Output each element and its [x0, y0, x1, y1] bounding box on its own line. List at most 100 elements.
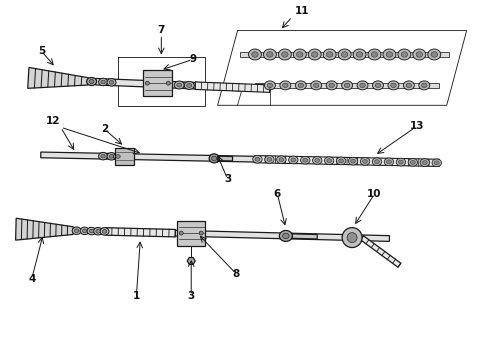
Ellipse shape	[342, 81, 353, 90]
Ellipse shape	[303, 158, 308, 162]
Ellipse shape	[300, 156, 310, 164]
Text: 5: 5	[38, 46, 46, 57]
Ellipse shape	[375, 83, 381, 87]
Ellipse shape	[372, 81, 384, 90]
Circle shape	[179, 231, 183, 235]
Ellipse shape	[209, 154, 219, 163]
Ellipse shape	[74, 229, 79, 233]
Ellipse shape	[339, 159, 343, 163]
Ellipse shape	[398, 160, 403, 164]
Polygon shape	[16, 218, 74, 240]
Polygon shape	[255, 156, 440, 166]
Circle shape	[347, 233, 357, 243]
Circle shape	[146, 81, 149, 85]
Ellipse shape	[384, 158, 393, 166]
Ellipse shape	[406, 83, 412, 87]
Text: 2: 2	[101, 124, 108, 134]
Text: 9: 9	[189, 54, 196, 64]
Ellipse shape	[428, 49, 441, 60]
Ellipse shape	[383, 49, 396, 60]
Ellipse shape	[96, 229, 100, 233]
Ellipse shape	[408, 158, 417, 166]
Ellipse shape	[102, 230, 107, 233]
Polygon shape	[219, 156, 233, 161]
Ellipse shape	[391, 83, 396, 87]
Ellipse shape	[313, 157, 322, 164]
Text: 7: 7	[158, 24, 165, 35]
Ellipse shape	[107, 153, 116, 160]
Ellipse shape	[348, 157, 358, 165]
Ellipse shape	[87, 77, 97, 86]
Ellipse shape	[308, 49, 321, 60]
Ellipse shape	[101, 80, 105, 84]
Ellipse shape	[279, 230, 293, 242]
Ellipse shape	[294, 49, 306, 60]
Ellipse shape	[187, 84, 192, 87]
Text: 4: 4	[28, 274, 35, 284]
Ellipse shape	[432, 159, 441, 167]
Ellipse shape	[422, 161, 427, 165]
Ellipse shape	[267, 158, 272, 161]
Ellipse shape	[344, 83, 350, 87]
Ellipse shape	[289, 156, 298, 164]
Ellipse shape	[248, 49, 262, 60]
Ellipse shape	[267, 83, 272, 87]
Circle shape	[166, 81, 171, 85]
Ellipse shape	[100, 228, 109, 235]
Ellipse shape	[421, 83, 427, 87]
Ellipse shape	[413, 49, 426, 60]
Text: 3: 3	[224, 174, 231, 184]
Ellipse shape	[212, 156, 217, 161]
Ellipse shape	[420, 159, 430, 166]
Ellipse shape	[311, 81, 322, 90]
Ellipse shape	[296, 52, 303, 57]
Ellipse shape	[283, 83, 288, 87]
Ellipse shape	[435, 161, 439, 165]
Ellipse shape	[265, 81, 275, 90]
Ellipse shape	[283, 233, 289, 239]
Text: 6: 6	[274, 189, 281, 199]
Ellipse shape	[295, 81, 306, 90]
Polygon shape	[292, 234, 318, 239]
Ellipse shape	[277, 156, 286, 163]
Ellipse shape	[109, 154, 114, 158]
Ellipse shape	[337, 157, 346, 165]
Ellipse shape	[388, 81, 399, 90]
Polygon shape	[105, 228, 175, 237]
Text: 11: 11	[295, 6, 310, 15]
Polygon shape	[255, 83, 439, 87]
Ellipse shape	[360, 83, 365, 87]
Polygon shape	[41, 152, 424, 166]
Polygon shape	[240, 52, 449, 57]
Polygon shape	[96, 228, 390, 242]
Ellipse shape	[184, 81, 194, 89]
Ellipse shape	[401, 52, 408, 57]
Ellipse shape	[89, 80, 94, 84]
Text: 8: 8	[232, 269, 240, 279]
Text: 10: 10	[367, 189, 382, 199]
Ellipse shape	[177, 83, 182, 87]
Ellipse shape	[323, 49, 336, 60]
Ellipse shape	[89, 229, 94, 233]
Ellipse shape	[371, 52, 378, 57]
Ellipse shape	[327, 159, 332, 163]
Ellipse shape	[94, 228, 102, 235]
Ellipse shape	[329, 83, 334, 87]
Ellipse shape	[98, 152, 107, 160]
Ellipse shape	[375, 160, 379, 163]
Text: 12: 12	[46, 116, 60, 126]
Ellipse shape	[282, 52, 288, 57]
Ellipse shape	[298, 83, 303, 87]
Ellipse shape	[372, 158, 382, 166]
Ellipse shape	[98, 78, 107, 86]
Ellipse shape	[252, 52, 258, 57]
Polygon shape	[361, 236, 401, 267]
Bar	[115, 148, 134, 165]
Ellipse shape	[80, 227, 89, 235]
Ellipse shape	[72, 227, 81, 234]
Ellipse shape	[416, 52, 422, 57]
Ellipse shape	[357, 81, 368, 90]
Ellipse shape	[342, 52, 348, 57]
Ellipse shape	[356, 52, 363, 57]
Ellipse shape	[312, 52, 318, 57]
